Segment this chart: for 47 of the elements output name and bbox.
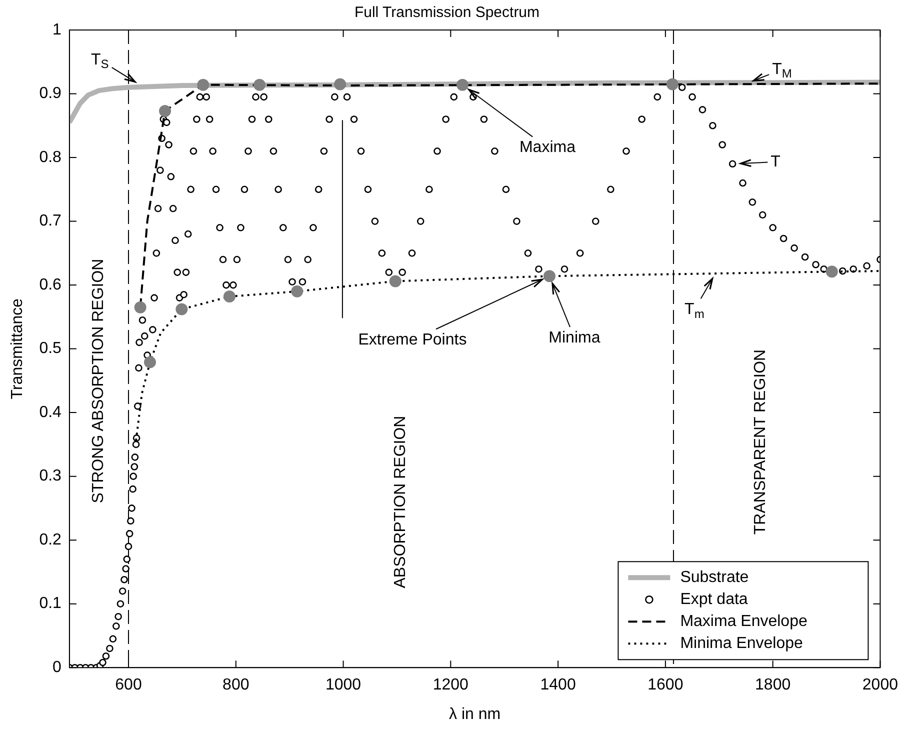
- y-tick-label: 0.9: [39, 85, 62, 102]
- y-tick-label: 0.8: [39, 148, 62, 166]
- x-axis-title: λ in nm: [449, 706, 501, 723]
- annotation: Maxima: [519, 139, 576, 156]
- point: [176, 303, 188, 316]
- y-tick-label: 1: [52, 21, 62, 38]
- point: [389, 275, 402, 288]
- x-tick-label: 2000: [862, 676, 898, 694]
- point: [144, 356, 156, 368]
- annotation: Minima: [548, 330, 600, 347]
- y-tick-label: 0.1: [39, 595, 62, 612]
- y-tick-label: 0.7: [39, 212, 62, 230]
- legend-label: Maxima Envelope: [680, 613, 808, 630]
- y-tick-label: 0.5: [39, 340, 62, 358]
- y-tick-label: 0.6: [39, 276, 62, 294]
- point: [826, 266, 838, 278]
- y-axis-title: Transmittance: [9, 298, 26, 400]
- point: [456, 78, 468, 91]
- y-tick-label: 0.4: [39, 404, 62, 421]
- y-tick-label: 0.3: [39, 468, 62, 485]
- legend-label: Expt data: [680, 591, 748, 608]
- annotation: T: [770, 153, 781, 170]
- x-tick-label: 600: [115, 676, 142, 694]
- x-tick-label: 1800: [755, 676, 791, 694]
- point: [666, 78, 678, 90]
- x-tick-label: 1200: [432, 676, 469, 694]
- point: [223, 290, 236, 303]
- legend-label: Substrate: [680, 569, 749, 586]
- point: [159, 104, 172, 117]
- point: [543, 270, 556, 282]
- legend-label: Minima Envelope: [680, 635, 804, 652]
- point: [334, 78, 346, 90]
- annotation: STRONG ABSORPTION REGION: [90, 258, 108, 503]
- point: [134, 301, 146, 314]
- point: [197, 78, 210, 91]
- x-tick-label: 1600: [648, 676, 684, 694]
- y-tick-label: 0.2: [39, 531, 62, 548]
- annotation: TRANSPARENT REGION: [752, 349, 770, 534]
- annotation: ABSORPTION REGION: [392, 416, 410, 588]
- point: [291, 285, 304, 298]
- x-tick-label: 800: [222, 676, 250, 694]
- x-tick-label: 1000: [325, 676, 362, 694]
- annotation: Extreme Points: [358, 332, 467, 349]
- x-tick-label: 1400: [540, 676, 576, 694]
- point: [254, 78, 266, 91]
- chart-title: Full Transmission Spectrum: [354, 4, 540, 22]
- y-tick-label: 0: [52, 659, 62, 676]
